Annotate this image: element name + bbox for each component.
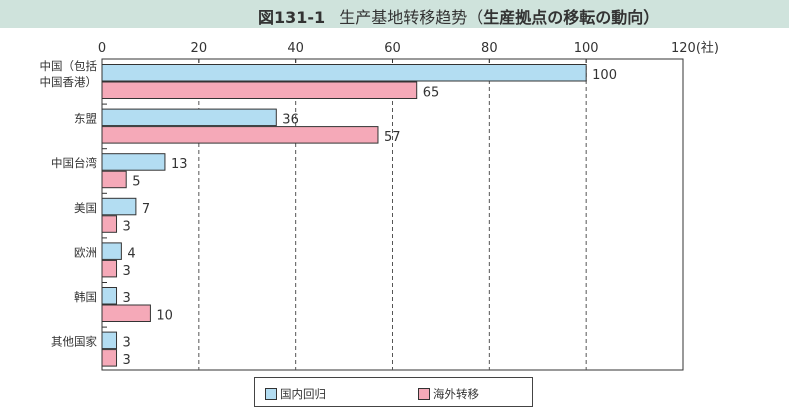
category-label: 东盟: [74, 112, 97, 126]
x-tick-label: 40: [287, 41, 304, 56]
legend-swatch: [418, 388, 430, 400]
category-label: 韩国: [74, 290, 97, 304]
x-tick-label: 100: [574, 41, 599, 56]
legend-swatch: [265, 388, 277, 400]
bar-domestic: [101, 64, 587, 82]
bar-domestic: [101, 153, 166, 171]
legend-item-overseas: 海外转移: [418, 386, 479, 402]
bar-overseas: [101, 215, 118, 233]
title-text: 生产基地转移趋势（: [339, 8, 484, 27]
category-label: 中国台湾: [51, 156, 97, 170]
legend-item-domestic: 国内回归: [265, 386, 326, 402]
data-label: 4: [127, 246, 135, 261]
legend-label: 海外转移: [433, 387, 479, 401]
bar-domestic: [101, 287, 118, 305]
data-label: 65: [423, 86, 440, 101]
bar-overseas: [101, 126, 379, 144]
category-label: 中国香港）: [40, 75, 98, 89]
data-label: 7: [142, 202, 150, 217]
x-tick-label: 80: [481, 41, 498, 56]
bar-domestic: [101, 331, 118, 350]
data-label: 100: [592, 68, 617, 83]
data-label: 3: [123, 353, 131, 368]
data-label: 3: [123, 264, 131, 279]
data-label: 57: [384, 130, 401, 145]
x-tick-label: 60: [384, 41, 401, 56]
data-label: 10: [156, 309, 173, 324]
category-label: 其他国家: [51, 335, 97, 349]
x-tick-label: 0: [98, 41, 106, 56]
category-label: 欧洲: [74, 245, 97, 259]
data-label: 36: [282, 113, 299, 128]
bar-domestic: [101, 242, 122, 260]
legend: 国内回归 海外转移: [254, 377, 533, 407]
chart-title: 図131-1 生产基地转移趋势（生産拠点の移転の動向）: [258, 4, 659, 28]
title-text-jp: 生産拠点の移転の動向）: [483, 8, 660, 27]
title-band: 図131-1 生产基地转移趋势（生産拠点の移転の動向）: [0, 0, 789, 28]
x-tick-label: 120(社): [671, 40, 719, 56]
bar-overseas: [101, 259, 118, 278]
category-label: 中国（包括: [40, 59, 98, 73]
bar-overseas: [101, 170, 127, 189]
bar-overseas: [101, 304, 151, 322]
data-label: 3: [123, 219, 131, 234]
data-label: 3: [123, 336, 131, 351]
data-label: 5: [132, 175, 140, 190]
data-label: 13: [171, 157, 188, 172]
bar-domestic: [101, 108, 277, 127]
bar-domestic: [101, 197, 137, 216]
category-label: 美国: [74, 201, 97, 215]
legend-label: 国内回归: [280, 387, 326, 401]
bar-overseas: [101, 81, 418, 99]
bar-overseas: [101, 349, 118, 367]
x-tick-label: 20: [191, 41, 208, 56]
data-label: 3: [123, 291, 131, 306]
figure-number: 図131-1: [258, 8, 326, 27]
